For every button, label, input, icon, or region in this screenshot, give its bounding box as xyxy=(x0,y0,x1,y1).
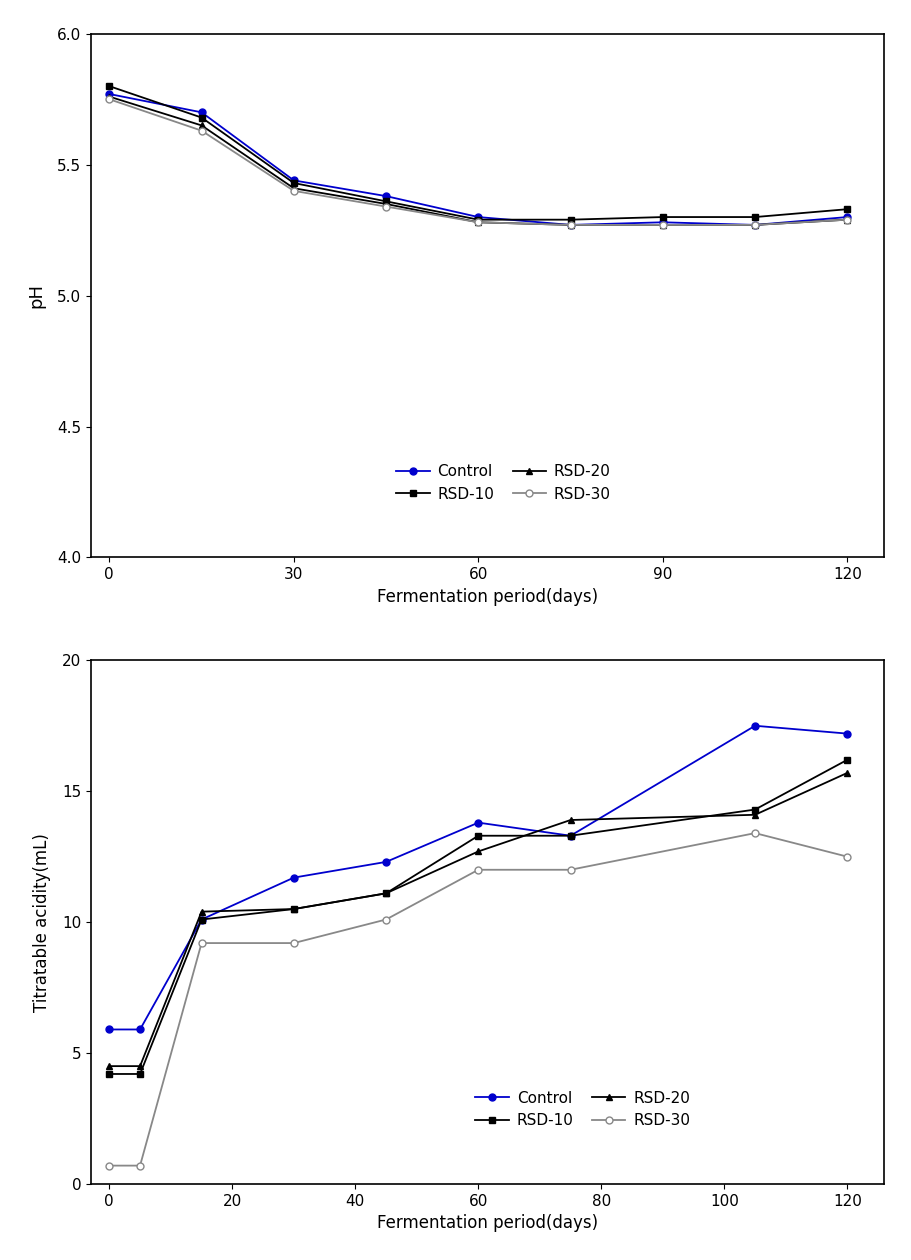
Legend: Control, RSD-10, RSD-20, RSD-30: Control, RSD-10, RSD-20, RSD-30 xyxy=(390,459,616,508)
RSD-30 xyxy=(104,1158,115,1173)
Control xyxy=(565,217,576,232)
RSD-10 xyxy=(196,110,207,125)
Line: RSD-10: RSD-10 xyxy=(106,756,850,1077)
Line: RSD-10: RSD-10 xyxy=(106,83,850,223)
RSD-10 xyxy=(472,828,483,843)
RSD-20 xyxy=(196,118,207,134)
RSD-30 xyxy=(380,912,391,927)
RSD-20 xyxy=(565,217,576,232)
RSD-30 xyxy=(565,862,576,877)
Y-axis label: Titratable acidity(mL): Titratable acidity(mL) xyxy=(33,833,51,1012)
RSD-30 xyxy=(472,214,483,229)
Control xyxy=(288,173,299,188)
RSD-30 xyxy=(196,935,207,950)
RSD-20 xyxy=(288,180,299,195)
Line: RSD-20: RSD-20 xyxy=(106,770,850,1070)
RSD-20 xyxy=(841,765,852,780)
Control xyxy=(135,1022,146,1037)
RSD-20 xyxy=(472,844,483,859)
RSD-30 xyxy=(288,183,299,198)
RSD-20 xyxy=(841,212,852,227)
Control xyxy=(841,209,852,224)
RSD-10 xyxy=(288,175,299,190)
RSD-30 xyxy=(749,825,760,840)
Control xyxy=(196,105,207,120)
RSD-10 xyxy=(472,212,483,227)
RSD-10 xyxy=(104,1066,115,1081)
RSD-10 xyxy=(196,912,207,927)
Line: RSD-30: RSD-30 xyxy=(106,96,850,228)
RSD-10 xyxy=(565,212,576,227)
Control xyxy=(657,214,668,229)
Control xyxy=(841,726,852,741)
RSD-10 xyxy=(657,209,668,224)
RSD-20 xyxy=(749,217,760,232)
Y-axis label: pH: pH xyxy=(27,284,46,309)
Control xyxy=(380,189,391,204)
RSD-20 xyxy=(104,89,115,105)
RSD-30 xyxy=(196,123,207,139)
X-axis label: Fermentation period(days): Fermentation period(days) xyxy=(376,587,598,606)
RSD-30 xyxy=(288,935,299,950)
RSD-30 xyxy=(104,92,115,107)
RSD-30 xyxy=(841,849,852,864)
Control xyxy=(380,854,391,869)
RSD-10 xyxy=(135,1066,146,1081)
Control xyxy=(104,87,115,102)
RSD-30 xyxy=(472,862,483,877)
RSD-20 xyxy=(288,901,299,916)
Control xyxy=(196,912,207,927)
RSD-10 xyxy=(749,801,760,816)
RSD-20 xyxy=(380,197,391,212)
Line: RSD-20: RSD-20 xyxy=(106,93,850,228)
Legend: Control, RSD-10, RSD-20, RSD-30: Control, RSD-10, RSD-20, RSD-30 xyxy=(469,1085,695,1134)
RSD-20 xyxy=(565,813,576,828)
RSD-30 xyxy=(657,217,668,232)
RSD-20 xyxy=(657,217,668,232)
RSD-30 xyxy=(135,1158,146,1173)
RSD-20 xyxy=(472,214,483,229)
Line: Control: Control xyxy=(106,91,850,228)
RSD-20 xyxy=(104,1058,115,1074)
Control xyxy=(104,1022,115,1037)
RSD-10 xyxy=(749,209,760,224)
RSD-20 xyxy=(380,886,391,901)
Control xyxy=(749,718,760,733)
Control xyxy=(749,217,760,232)
Line: Control: Control xyxy=(106,722,850,1033)
X-axis label: Fermentation period(days): Fermentation period(days) xyxy=(376,1215,598,1232)
Control xyxy=(472,815,483,830)
RSD-10 xyxy=(380,194,391,209)
RSD-10 xyxy=(380,886,391,901)
RSD-30 xyxy=(749,217,760,232)
RSD-10 xyxy=(841,752,852,767)
RSD-20 xyxy=(749,808,760,823)
RSD-10 xyxy=(841,202,852,217)
Line: RSD-30: RSD-30 xyxy=(106,829,850,1169)
RSD-10 xyxy=(104,78,115,93)
RSD-10 xyxy=(565,828,576,843)
Control xyxy=(288,871,299,886)
RSD-20 xyxy=(135,1058,146,1074)
RSD-30 xyxy=(380,199,391,214)
Control xyxy=(472,209,483,224)
RSD-30 xyxy=(565,217,576,232)
RSD-10 xyxy=(288,901,299,916)
Control xyxy=(565,828,576,843)
RSD-20 xyxy=(196,905,207,920)
RSD-30 xyxy=(841,212,852,227)
